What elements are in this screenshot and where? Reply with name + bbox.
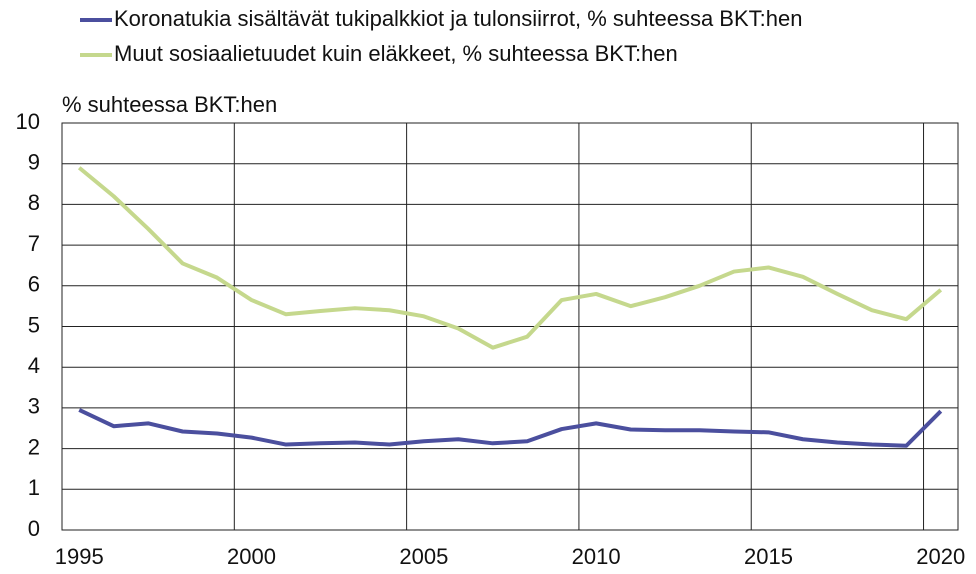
y-tick-label: 5 <box>28 312 40 337</box>
x-tick-label: 2015 <box>744 544 793 569</box>
x-tick-label: 2000 <box>227 544 276 569</box>
x-tick-label: 2020 <box>916 544 965 569</box>
y-tick-label: 0 <box>28 516 40 541</box>
x-tick-label: 2005 <box>399 544 448 569</box>
y-tick-label: 8 <box>28 190 40 215</box>
x-tick-label: 2010 <box>572 544 621 569</box>
line-series <box>78 408 943 448</box>
x-tick-label: 1995 <box>55 544 104 569</box>
plot-border <box>61 122 959 531</box>
y-axis-label: % suhteessa BKT:hen <box>62 92 277 117</box>
y-tick-label: 1 <box>28 475 40 500</box>
line-series <box>77 166 943 350</box>
legend-label: Muut sosiaalietuudet kuin eläkkeet, % su… <box>114 41 678 66</box>
y-tick-label: 2 <box>28 434 40 459</box>
y-tick-label: 9 <box>28 150 40 175</box>
legend-label: Koronatukia sisältävät tukipalkkiot ja t… <box>114 6 802 31</box>
y-tick-label: 6 <box>28 272 40 297</box>
y-tick-label: 7 <box>28 231 40 256</box>
y-tick-label: 10 <box>16 109 40 134</box>
y-tick-label: 4 <box>28 353 40 378</box>
y-tick-label: 3 <box>28 394 40 419</box>
